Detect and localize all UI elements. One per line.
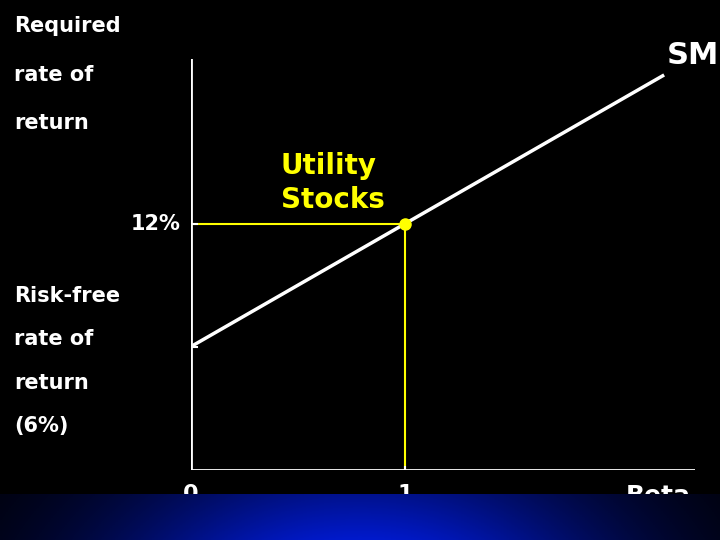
Text: SML: SML <box>667 40 720 70</box>
Text: Utility
Stocks: Utility Stocks <box>281 152 384 214</box>
Text: rate of: rate of <box>14 329 94 349</box>
Text: 1: 1 <box>397 484 413 504</box>
Text: return: return <box>14 373 89 393</box>
Text: rate of: rate of <box>14 65 94 85</box>
Text: 0: 0 <box>183 484 199 504</box>
Text: Beta: Beta <box>626 484 690 508</box>
Text: return: return <box>14 113 89 133</box>
Text: Risk-free: Risk-free <box>14 286 120 306</box>
Text: Required: Required <box>14 16 121 36</box>
Text: (6%): (6%) <box>14 416 69 436</box>
Text: 12%: 12% <box>130 213 180 234</box>
